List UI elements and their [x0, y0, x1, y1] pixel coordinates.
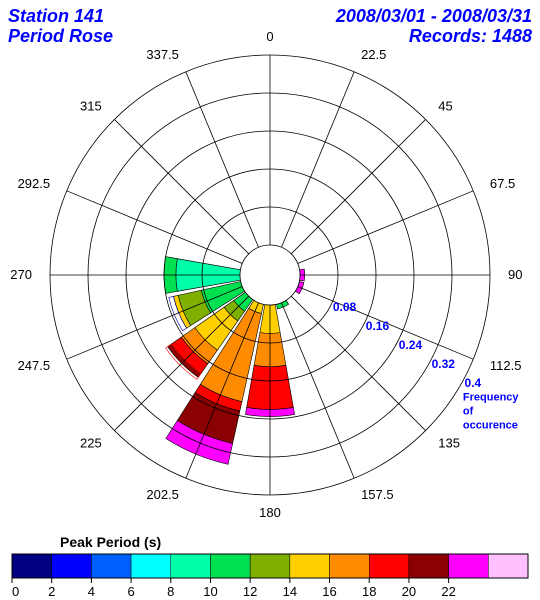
- legend-tick-label: 8: [167, 584, 174, 599]
- angle-tick-label: 45: [438, 99, 452, 114]
- angle-tick-label: 247.5: [18, 358, 51, 373]
- angle-tick-label: 135: [438, 435, 460, 450]
- freq-caption: occurence: [463, 419, 518, 431]
- legend-swatch: [488, 554, 528, 578]
- legend-tick-label: 16: [322, 584, 336, 599]
- legend-swatch: [449, 554, 489, 578]
- legend-tick-label: 2: [48, 584, 55, 599]
- legend-tick-label: 10: [203, 584, 217, 599]
- legend-swatch: [12, 554, 52, 578]
- legend-swatch: [91, 554, 131, 578]
- legend-tick-label: 22: [441, 584, 455, 599]
- legend-title: Peak Period (s): [60, 534, 161, 550]
- angle-tick-label: 337.5: [146, 47, 179, 62]
- angle-tick-label: 292.5: [18, 176, 51, 191]
- angle-tick-label: 0: [266, 29, 273, 44]
- angle-tick-label: 225: [80, 435, 102, 450]
- angle-tick-label: 270: [10, 267, 32, 282]
- legend-swatch: [131, 554, 171, 578]
- ring-tick-label: 0.08: [333, 300, 357, 314]
- legend-tick-label: 12: [243, 584, 257, 599]
- legend-swatch: [290, 554, 330, 578]
- chart-type-title: Period Rose: [8, 26, 113, 46]
- legend-swatch: [250, 554, 290, 578]
- angle-tick-label: 202.5: [146, 487, 179, 502]
- angle-tick-label: 157.5: [361, 487, 394, 502]
- legend-tick-label: 0: [12, 584, 19, 599]
- ring-tick-label: 0.16: [366, 319, 390, 333]
- legend-swatch: [210, 554, 250, 578]
- legend-swatch: [330, 554, 370, 578]
- angle-tick-label: 315: [80, 99, 102, 114]
- records-count: Records: 1488: [336, 26, 532, 46]
- angle-tick-label: 67.5: [490, 176, 515, 191]
- legend-swatch: [171, 554, 211, 578]
- freq-caption: Frequency: [463, 391, 520, 403]
- ring-tick-label: 0.24: [399, 338, 423, 352]
- legend-swatch: [409, 554, 449, 578]
- legend-tick-label: 14: [283, 584, 297, 599]
- legend-tick-label: 18: [362, 584, 376, 599]
- legend-swatch: [369, 554, 409, 578]
- date-range: 2008/03/01 - 2008/03/31: [336, 6, 532, 26]
- legend-tick-label: 6: [127, 584, 134, 599]
- angle-tick-label: 22.5: [361, 47, 386, 62]
- angle-tick-label: 180: [259, 505, 281, 520]
- angle-tick-label: 112.5: [490, 358, 522, 373]
- angle-tick-label: 90: [508, 267, 522, 282]
- period-rose-chart: 022.54567.590112.5135157.5180202.5225247…: [0, 0, 540, 600]
- freq-caption: of: [463, 405, 474, 417]
- ring-tick-label: 0.4: [465, 376, 482, 390]
- station-title: Station 141: [8, 6, 113, 26]
- legend-tick-label: 20: [402, 584, 416, 599]
- legend-swatch: [52, 554, 92, 578]
- legend-tick-label: 4: [88, 584, 95, 599]
- ring-tick-label: 0.32: [432, 357, 456, 371]
